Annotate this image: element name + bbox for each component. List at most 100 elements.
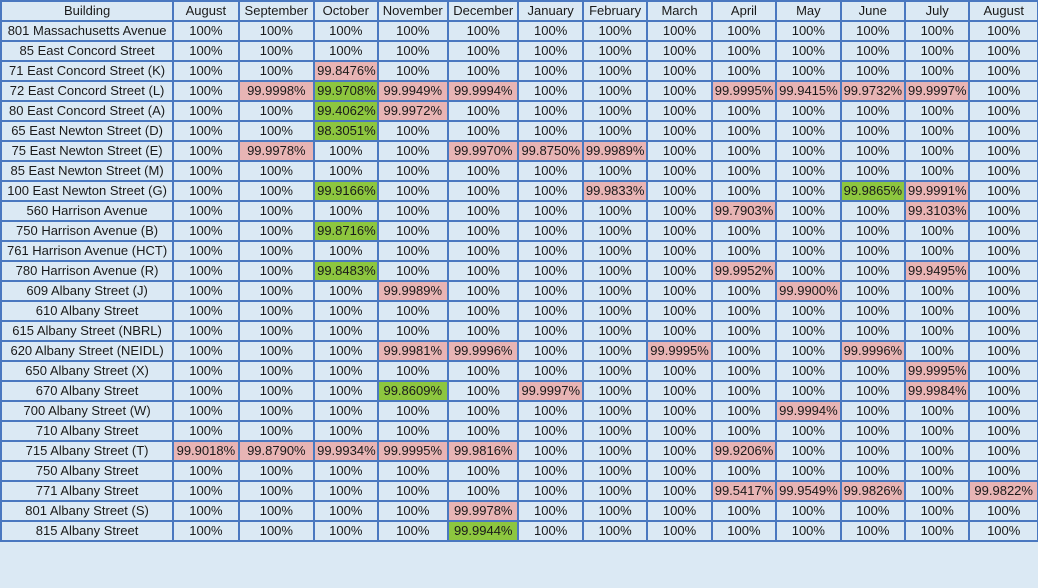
uptime-cell[interactable]: 100%: [710, 360, 778, 382]
uptime-cell[interactable]: 100%: [903, 440, 971, 462]
uptime-cell[interactable]: 100%: [237, 40, 316, 62]
uptime-cell[interactable]: 100%: [237, 280, 316, 302]
uptime-cell[interactable]: 100%: [517, 320, 584, 342]
uptime-cell[interactable]: 100%: [839, 140, 906, 162]
building-name-cell[interactable]: 100 East Newton Street (G): [0, 180, 175, 202]
uptime-cell[interactable]: 100%: [646, 420, 713, 442]
uptime-cell[interactable]: 100%: [446, 100, 520, 122]
column-header-month[interactable]: October: [313, 0, 379, 22]
uptime-cell[interactable]: 100%: [968, 320, 1038, 342]
uptime-cell[interactable]: 100%: [646, 120, 713, 142]
uptime-cell[interactable]: 100%: [237, 320, 316, 342]
uptime-cell-green[interactable]: 99.8716%: [313, 220, 379, 242]
uptime-cell-red[interactable]: 99.9018%: [172, 440, 240, 462]
uptime-cell[interactable]: 100%: [968, 180, 1038, 202]
uptime-cell[interactable]: 100%: [581, 460, 649, 482]
uptime-cell[interactable]: 100%: [581, 120, 649, 142]
uptime-cell[interactable]: 100%: [517, 120, 584, 142]
uptime-cell[interactable]: 100%: [581, 260, 649, 282]
uptime-cell[interactable]: 100%: [517, 20, 584, 42]
uptime-cell[interactable]: 100%: [710, 180, 778, 202]
uptime-cell[interactable]: 100%: [313, 240, 379, 262]
uptime-cell[interactable]: 100%: [172, 60, 240, 82]
uptime-cell[interactable]: 100%: [968, 60, 1038, 82]
uptime-cell[interactable]: 100%: [376, 140, 449, 162]
uptime-cell-green[interactable]: 98.3051%: [313, 120, 379, 142]
uptime-cell[interactable]: 100%: [172, 400, 240, 422]
uptime-cell[interactable]: 100%: [172, 200, 240, 222]
uptime-cell-red[interactable]: 99.9972%: [376, 100, 449, 122]
building-name-cell[interactable]: 815 Albany Street: [0, 520, 175, 542]
uptime-cell[interactable]: 100%: [646, 260, 713, 282]
uptime-cell[interactable]: 100%: [446, 480, 520, 502]
uptime-cell[interactable]: 100%: [446, 420, 520, 442]
uptime-cell[interactable]: 100%: [903, 420, 971, 442]
uptime-cell[interactable]: 100%: [172, 320, 240, 342]
uptime-cell[interactable]: 100%: [446, 460, 520, 482]
uptime-cell[interactable]: 100%: [775, 140, 842, 162]
uptime-cell[interactable]: 100%: [646, 160, 713, 182]
uptime-cell[interactable]: 100%: [237, 360, 316, 382]
uptime-cell[interactable]: 100%: [237, 520, 316, 542]
uptime-cell[interactable]: 100%: [839, 160, 906, 182]
uptime-cell[interactable]: 100%: [646, 320, 713, 342]
uptime-cell-red[interactable]: 99.9997%: [903, 80, 971, 102]
uptime-cell[interactable]: 100%: [581, 200, 649, 222]
uptime-cell[interactable]: 100%: [646, 360, 713, 382]
uptime-cell[interactable]: 100%: [710, 460, 778, 482]
building-name-cell[interactable]: 85 East Newton Street (M): [0, 160, 175, 182]
uptime-cell[interactable]: 100%: [968, 520, 1038, 542]
uptime-cell[interactable]: 100%: [710, 320, 778, 342]
uptime-cell[interactable]: 100%: [839, 100, 906, 122]
uptime-cell-red[interactable]: 99.9995%: [710, 80, 778, 102]
uptime-cell[interactable]: 100%: [313, 140, 379, 162]
uptime-cell[interactable]: 100%: [903, 60, 971, 82]
uptime-cell[interactable]: 100%: [710, 340, 778, 362]
uptime-cell[interactable]: 100%: [839, 460, 906, 482]
uptime-cell[interactable]: 100%: [172, 120, 240, 142]
uptime-cell[interactable]: 100%: [903, 300, 971, 322]
uptime-cell[interactable]: 100%: [968, 80, 1038, 102]
uptime-cell[interactable]: 100%: [968, 460, 1038, 482]
uptime-cell[interactable]: 100%: [903, 120, 971, 142]
uptime-cell[interactable]: 100%: [313, 20, 379, 42]
uptime-cell[interactable]: 100%: [376, 300, 449, 322]
building-name-cell[interactable]: 710 Albany Street: [0, 420, 175, 442]
uptime-cell-red[interactable]: 99.9991%: [903, 180, 971, 202]
uptime-cell-red[interactable]: 99.9952%: [710, 260, 778, 282]
uptime-cell-red[interactable]: 99.9822%: [968, 480, 1038, 502]
uptime-cell[interactable]: 100%: [376, 20, 449, 42]
building-name-cell[interactable]: 609 Albany Street (J): [0, 280, 175, 302]
uptime-cell[interactable]: 100%: [968, 240, 1038, 262]
uptime-cell[interactable]: 100%: [581, 500, 649, 522]
uptime-cell[interactable]: 100%: [903, 140, 971, 162]
uptime-cell[interactable]: 100%: [710, 40, 778, 62]
uptime-cell[interactable]: 100%: [446, 360, 520, 382]
uptime-cell[interactable]: 100%: [376, 60, 449, 82]
uptime-cell[interactable]: 100%: [903, 500, 971, 522]
uptime-cell[interactable]: 100%: [313, 200, 379, 222]
uptime-cell[interactable]: 100%: [903, 340, 971, 362]
uptime-cell[interactable]: 100%: [446, 120, 520, 142]
uptime-cell[interactable]: 100%: [775, 320, 842, 342]
building-name-cell[interactable]: 615 Albany Street (NBRL): [0, 320, 175, 342]
uptime-cell[interactable]: 100%: [517, 220, 584, 242]
column-header-month[interactable]: December: [446, 0, 520, 22]
uptime-cell[interactable]: 100%: [646, 520, 713, 542]
uptime-cell[interactable]: 100%: [646, 180, 713, 202]
uptime-cell[interactable]: 100%: [775, 440, 842, 462]
uptime-cell[interactable]: 100%: [517, 520, 584, 542]
uptime-cell-red[interactable]: 99.8750%: [517, 140, 584, 162]
uptime-cell[interactable]: 100%: [376, 240, 449, 262]
uptime-cell[interactable]: 100%: [775, 60, 842, 82]
uptime-cell-red[interactable]: 99.8790%: [237, 440, 316, 462]
uptime-cell[interactable]: 100%: [237, 420, 316, 442]
uptime-cell[interactable]: 100%: [839, 120, 906, 142]
column-header-month[interactable]: January: [517, 0, 584, 22]
uptime-cell[interactable]: 100%: [775, 380, 842, 402]
uptime-cell[interactable]: 100%: [172, 300, 240, 322]
uptime-cell-red[interactable]: 99.9826%: [839, 480, 906, 502]
uptime-cell[interactable]: 100%: [646, 480, 713, 502]
uptime-cell[interactable]: 100%: [313, 320, 379, 342]
uptime-cell[interactable]: 100%: [775, 200, 842, 222]
